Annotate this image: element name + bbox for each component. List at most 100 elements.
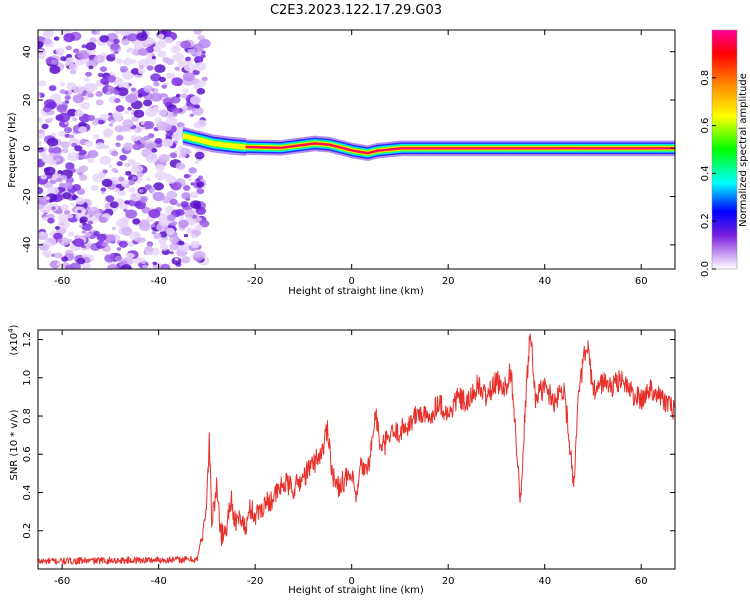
signal-band-cell: [366, 152, 370, 154]
top-y-axis-label: Frequency (Hz): [7, 112, 18, 188]
signal-band-cell: [354, 150, 358, 152]
noise-speck: [58, 112, 71, 123]
noise-speck: [55, 209, 63, 215]
noise-speck: [136, 171, 144, 178]
signal-band-cell: [363, 152, 367, 154]
signal-band-cell: [204, 139, 208, 145]
noise-speck: [84, 140, 93, 148]
signal-band-cell: [486, 147, 490, 149]
signal-band-cell: [293, 145, 297, 147]
signal-band-cell: [453, 147, 457, 149]
signal-band-cell: [252, 146, 256, 148]
signal-band-cell: [187, 134, 191, 140]
signal-band-cell: [192, 136, 196, 142]
noise-speck: [122, 82, 129, 87]
signal-band-cell: [515, 147, 519, 149]
noise-speck: [111, 167, 118, 173]
signal-band-cell: [291, 145, 295, 147]
noise-speck: [142, 264, 148, 269]
noise-speck: [158, 238, 167, 245]
noise-region: [38, 30, 211, 269]
signal-band-cell: [313, 143, 317, 145]
noise-speck: [60, 56, 67, 62]
noise-speck: [125, 252, 135, 260]
noise-speck: [103, 144, 110, 150]
noise-speck: [118, 176, 125, 182]
noise-speck: [109, 123, 114, 127]
noise-speck: [167, 214, 176, 222]
noise-speck: [111, 150, 119, 157]
noise-speck: [81, 262, 91, 269]
noise-speck: [89, 37, 97, 44]
signal-band-cell: [607, 147, 611, 149]
noise-speck: [126, 49, 131, 53]
snr-frame: [37, 329, 676, 570]
noise-speck: [81, 44, 87, 49]
snr-series-line: [38, 333, 675, 565]
noise-speck: [40, 231, 45, 236]
noise-speck: [158, 108, 168, 117]
noise-speck: [110, 53, 116, 58]
signal-band-cell: [383, 149, 387, 151]
noise-speck: [176, 203, 182, 207]
noise-speck: [161, 138, 174, 148]
signal-band-cell: [551, 147, 556, 149]
noise-speck: [124, 200, 130, 205]
signal-band-cell: [525, 147, 529, 149]
bottom-x-tick-label: 20: [442, 576, 455, 587]
signal-band-cell: [501, 147, 505, 149]
noise-speck: [171, 77, 183, 86]
noise-speck: [173, 113, 178, 117]
noise-speck: [113, 50, 119, 55]
noise-speck: [117, 87, 129, 97]
signal-band-cell: [194, 136, 198, 142]
noise-speck: [182, 88, 189, 94]
signal-band-cell: [585, 147, 589, 149]
noise-speck: [165, 175, 177, 184]
signal-band-cell: [443, 147, 447, 149]
noise-speck: [93, 230, 100, 237]
noise-speck: [175, 162, 186, 170]
noise-speck: [124, 110, 129, 115]
noise-speck: [38, 186, 44, 195]
noise-speck: [78, 224, 84, 228]
noise-speck: [116, 161, 123, 167]
top-x-axis-label: Height of straight line (km): [288, 286, 424, 297]
signal-band-cell: [315, 143, 319, 145]
signal-band-cell: [414, 147, 418, 149]
signal-band-cell: [284, 146, 288, 148]
noise-speck: [200, 54, 206, 59]
signal-band-cell: [498, 147, 503, 149]
signal-band-cell: [535, 147, 539, 149]
noise-speck: [108, 112, 113, 116]
signal-band-cell: [474, 147, 478, 149]
noise-speck: [82, 90, 88, 95]
noise-speck: [56, 238, 63, 243]
noise-speck: [169, 251, 174, 255]
snr-panel: -60 -40 -20 0 20 40 60 0.2 0.4 0.6 0.8 1.0 1.2 Heig…: [7, 324, 676, 596]
noise-speck: [51, 59, 58, 65]
noise-speck: [144, 140, 157, 151]
noise-speck: [115, 105, 125, 112]
signal-band-cell: [397, 148, 401, 150]
noise-speck: [53, 36, 60, 41]
noise-speck: [77, 50, 90, 60]
noise-speck: [196, 188, 205, 195]
noise-speck: [170, 181, 182, 191]
signal-band-cell: [298, 145, 302, 146]
signal-band-cell: [465, 147, 469, 149]
signal-band-cell: [238, 144, 242, 149]
noise-speck: [166, 73, 171, 77]
signal-band-cell: [286, 146, 290, 148]
noise-speck: [138, 189, 144, 193]
noise-speck: [101, 191, 105, 195]
noise-speck: [66, 82, 77, 90]
noise-speck: [81, 230, 87, 234]
noise-speck: [120, 264, 132, 269]
y-multiplier-close: ): [9, 324, 20, 328]
noise-speck: [61, 148, 69, 154]
noise-speck: [64, 133, 70, 138]
signal-band-cell: [549, 147, 553, 149]
noise-speck: [192, 214, 197, 219]
signal-band-cell: [272, 147, 276, 149]
